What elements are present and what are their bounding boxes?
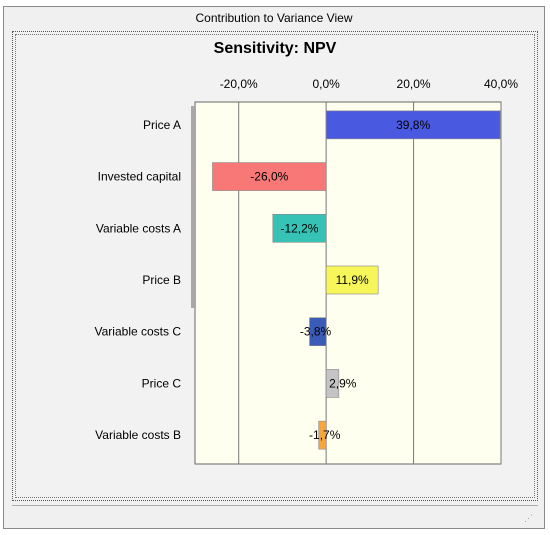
data-label: -26,0% [250,170,288,184]
bar [272,213,327,243]
data-label: 11,9% [336,273,369,287]
category-label: Price A [143,118,181,132]
resize-grip-icon[interactable]: ⋰ [524,513,533,523]
chart-panel: Sensitivity: NPV -20,0% 0,0% 20,0% 40,0% Pri… [12,31,538,501]
window-title: Contribution to Variance View [195,11,353,25]
data-label: -12,2% [280,221,318,235]
x-tick-label: 40,0% [484,77,518,91]
bar [309,317,327,347]
category-label: Variable costs B [95,428,181,442]
category-label: Price B [142,273,181,287]
data-label: -1,7% [309,428,341,442]
bar [318,420,327,450]
x-tick-label: 0,0% [312,77,340,91]
x-tick-label: 20,0% [397,77,431,91]
bar [212,162,327,191]
sensitivity-chart: -20,0% 0,0% 20,0% 40,0% Price A 39,8% Invested… [95,77,518,465]
data-label: 39,8% [396,118,430,132]
chart-scrollbar [191,106,196,308]
x-tick-label: -20,0% [220,77,258,91]
category-label: Variable costs A [96,221,181,235]
bar [325,110,501,140]
category-label: Variable costs C [95,325,182,339]
chart-title: Sensitivity: NPV [213,40,337,57]
bar [325,369,340,398]
category-label: Price C [142,376,182,390]
data-label: 2,9% [329,376,357,390]
data-label: -3,8% [300,325,332,339]
status-bar: ⋰ [12,505,538,526]
chart-panel-border [15,34,535,498]
contribution-window: Contribution to Variance View Sensitivit… [3,6,545,529]
bar [325,265,379,295]
category-label: Invested capital [98,170,181,184]
